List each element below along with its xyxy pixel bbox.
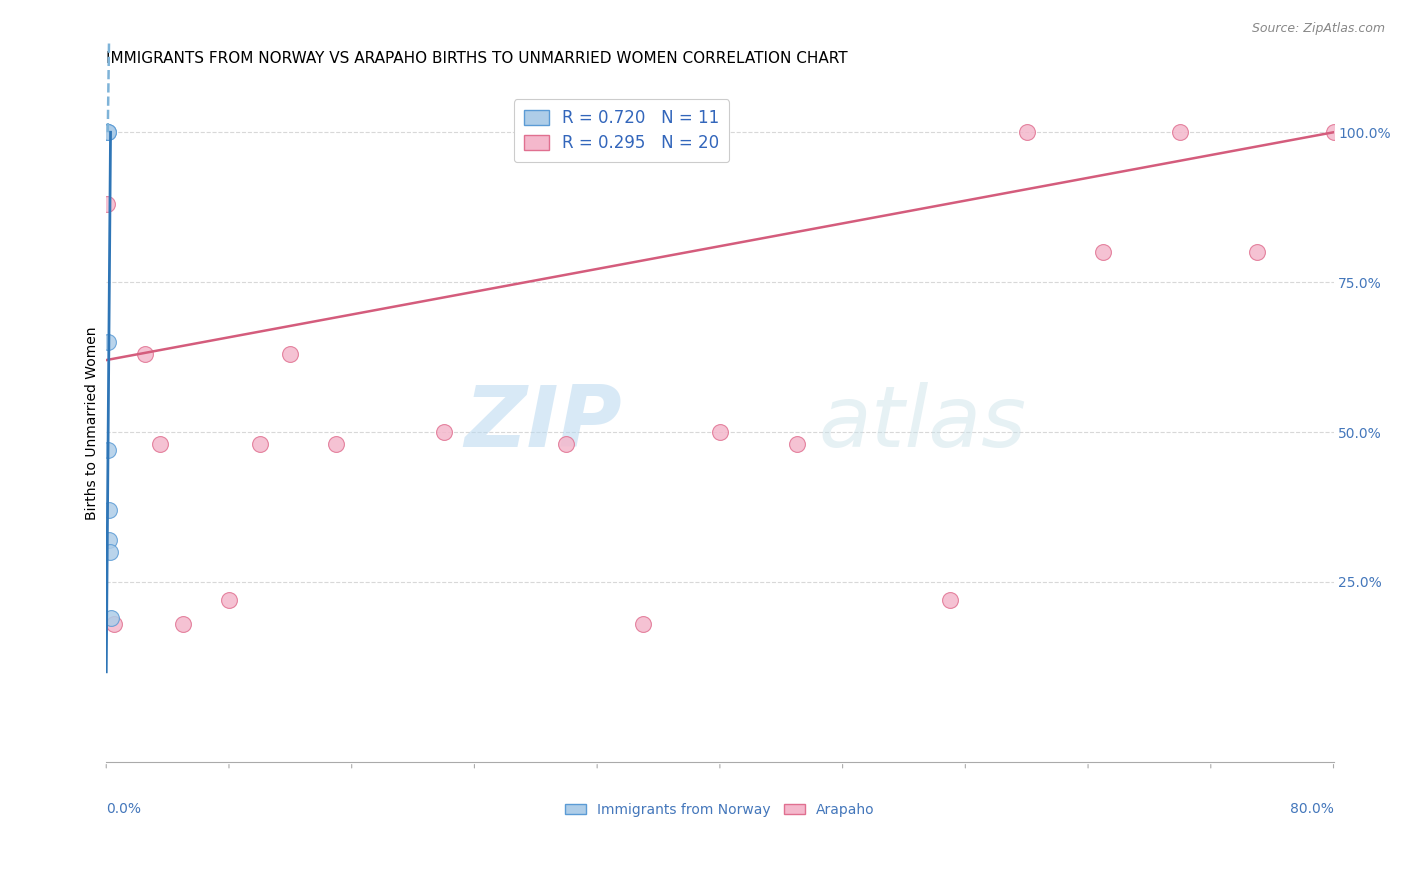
Point: [218, 593, 240, 607]
Point: [97, 503, 120, 517]
Text: atlas: atlas: [818, 382, 1026, 465]
Point: [98, 533, 121, 547]
Point: [325, 437, 347, 451]
Point: [939, 593, 962, 607]
Text: IMMIGRANTS FROM NORWAY VS ARAPAHO BIRTHS TO UNMARRIED WOMEN CORRELATION CHART: IMMIGRANTS FROM NORWAY VS ARAPAHO BIRTHS…: [107, 52, 848, 67]
Point: [1092, 245, 1115, 260]
Point: [278, 347, 301, 361]
Point: [97, 125, 120, 139]
Point: [1322, 125, 1344, 139]
Point: [96, 197, 118, 211]
Text: ZIP: ZIP: [464, 382, 621, 465]
Text: Source: ZipAtlas.com: Source: ZipAtlas.com: [1251, 22, 1385, 36]
Point: [1015, 125, 1038, 139]
Point: [97, 335, 120, 350]
Point: [172, 616, 194, 631]
Point: [98, 545, 121, 559]
Point: [249, 437, 271, 451]
Point: [96, 125, 118, 139]
Y-axis label: Births to Unmarried Women: Births to Unmarried Women: [86, 326, 100, 520]
Point: [96, 125, 118, 139]
Point: [555, 437, 578, 451]
Point: [1168, 125, 1191, 139]
Point: [100, 611, 122, 625]
Point: [134, 347, 156, 361]
Point: [1246, 245, 1268, 260]
Point: [96, 125, 118, 139]
Point: [103, 616, 125, 631]
Point: [709, 425, 731, 439]
Point: [786, 437, 808, 451]
Point: [149, 437, 172, 451]
Legend: Immigrants from Norway, Arapaho: Immigrants from Norway, Arapaho: [560, 797, 880, 822]
Point: [433, 425, 456, 439]
Point: [631, 616, 654, 631]
Point: [97, 125, 120, 139]
Point: [97, 442, 120, 457]
Text: 0.0%: 0.0%: [107, 803, 141, 816]
Text: 80.0%: 80.0%: [1289, 803, 1333, 816]
